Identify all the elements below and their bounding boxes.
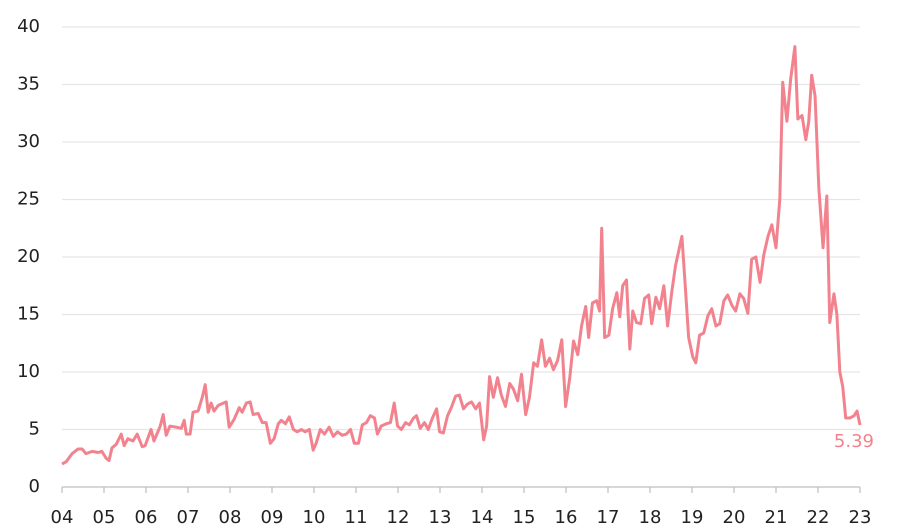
y-tick-label: 5 (29, 419, 40, 440)
x-tick-label: 20 (723, 507, 746, 528)
x-tick-label: 07 (177, 507, 200, 528)
x-tick-label: 08 (219, 507, 242, 528)
y-tick-label: 25 (17, 189, 40, 210)
x-tick-label: 05 (93, 507, 116, 528)
x-tick-label: 16 (555, 507, 578, 528)
y-tick-label: 35 (17, 74, 40, 95)
x-tick-label: 11 (345, 507, 368, 528)
y-tick-label: 40 (17, 16, 40, 37)
y-tick-label: 15 (17, 304, 40, 325)
x-tick-label: 10 (303, 507, 326, 528)
end-value-label: 5.39 (834, 431, 874, 452)
x-tick-label: 06 (135, 507, 158, 528)
x-tick-label: 12 (387, 507, 410, 528)
x-tick-label: 18 (639, 507, 662, 528)
y-tick-label: 10 (17, 361, 40, 382)
x-tick-label: 19 (681, 507, 704, 528)
x-tick-label: 15 (513, 507, 536, 528)
x-tick-label: 09 (261, 507, 284, 528)
x-tick-label: 21 (765, 507, 788, 528)
x-tick-label: 23 (849, 507, 872, 528)
y-tick-label: 20 (17, 246, 40, 267)
y-tick-label: 30 (17, 131, 40, 152)
x-tick-label: 22 (807, 507, 830, 528)
x-tick-label: 17 (597, 507, 620, 528)
line (61, 45, 862, 466)
x-tick-label: 13 (429, 507, 452, 528)
x-tick-label: 14 (471, 507, 494, 528)
y-tick-label: 0 (29, 476, 40, 497)
x-tick-label: 04 (51, 507, 74, 528)
